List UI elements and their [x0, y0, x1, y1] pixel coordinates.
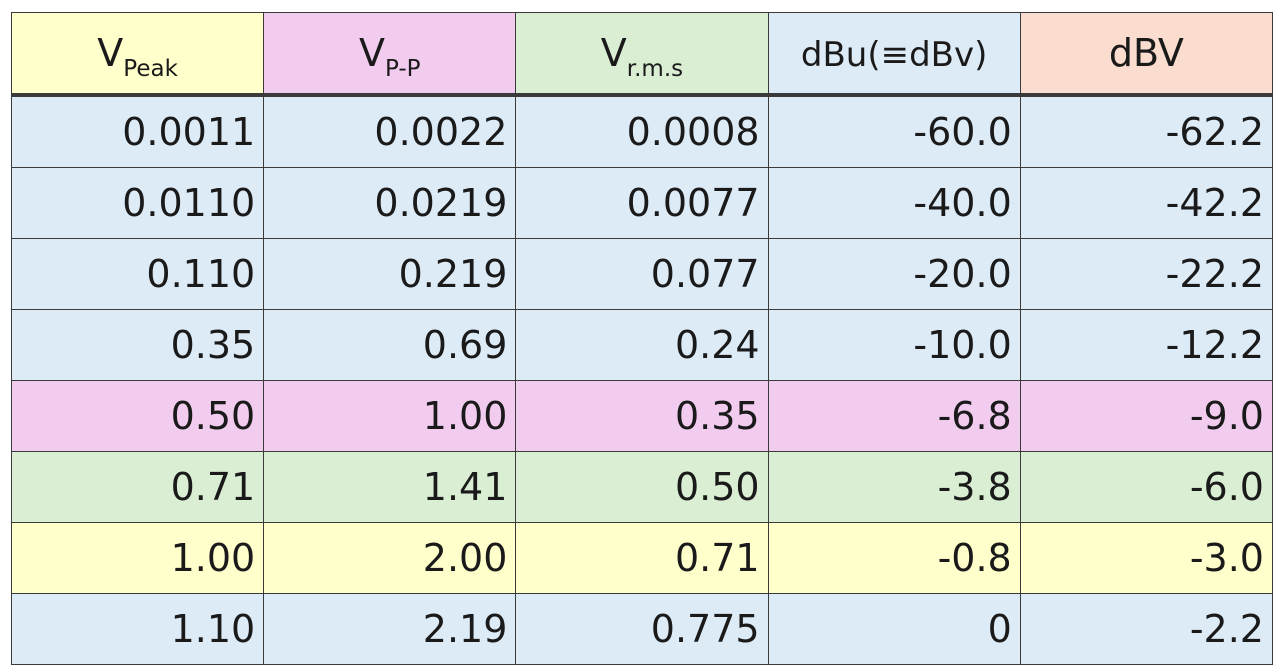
cell-v-pp: 0.0219 [263, 167, 517, 239]
table-row: 0.50 1.00 0.35 -6.8 -9.0 [10, 380, 1274, 452]
cell-v-rms: 0.50 [515, 451, 769, 523]
cell-v-rms: 0.077 [515, 238, 769, 310]
cell-dbv: -42.2 [1019, 167, 1274, 239]
header-dbu-main: dBu(≡dBv) [800, 35, 988, 75]
header-row: VPeak VP-P Vr.m.s dBu(≡dBv) dBV [10, 12, 1274, 97]
cell-v-rms: 0.24 [515, 309, 769, 381]
cell-dbu: -0.8 [767, 522, 1021, 594]
cell-v-rms: 0.35 [515, 380, 769, 452]
cell-v-rms: 0.71 [515, 522, 769, 594]
cell-dbu: -40.0 [767, 167, 1021, 239]
table-row: 0.0011 0.0022 0.0008 -60.0 -62.2 [10, 94, 1274, 168]
cell-dbv: -12.2 [1019, 309, 1274, 381]
cell-v-pp: 2.00 [263, 522, 517, 594]
header-v-pp-main: V [359, 31, 385, 75]
cell-dbv: -22.2 [1019, 238, 1274, 310]
cell-v-pp: 1.41 [263, 451, 517, 523]
cell-v-peak: 0.0011 [10, 94, 265, 168]
header-v-rms-sub: r.m.s [626, 56, 684, 82]
header-dbu: dBu(≡dBv) [767, 12, 1021, 97]
voltage-conversion-table-wrap: VPeak VP-P Vr.m.s dBu(≡dBv) dBV 0.0011 0.… [10, 12, 1274, 665]
cell-v-peak: 0.71 [10, 451, 265, 523]
header-v-peak-sub: Peak [123, 56, 178, 82]
cell-dbu: -3.8 [767, 451, 1021, 523]
header-v-pp-sub: P-P [385, 56, 421, 82]
cell-v-peak: 0.35 [10, 309, 265, 381]
table-row: 0.35 0.69 0.24 -10.0 -12.2 [10, 309, 1274, 381]
cell-dbu: -6.8 [767, 380, 1021, 452]
cell-v-rms: 0.775 [515, 593, 769, 665]
header-v-rms: Vr.m.s [515, 12, 769, 97]
cell-v-pp: 0.219 [263, 238, 517, 310]
cell-v-rms: 0.0008 [515, 94, 769, 168]
cell-dbv: -2.2 [1019, 593, 1274, 665]
cell-dbv: -6.0 [1019, 451, 1274, 523]
table-row: 0.71 1.41 0.50 -3.8 -6.0 [10, 451, 1274, 523]
table-row: 1.10 2.19 0.775 0 -2.2 [10, 593, 1274, 665]
cell-dbv: -9.0 [1019, 380, 1274, 452]
cell-v-peak: 0.110 [10, 238, 265, 310]
cell-v-peak: 1.00 [10, 522, 265, 594]
voltage-conversion-table: VPeak VP-P Vr.m.s dBu(≡dBv) dBV 0.0011 0.… [10, 12, 1274, 665]
table-row: 0.0110 0.0219 0.0077 -40.0 -42.2 [10, 167, 1274, 239]
header-v-peak-main: V [97, 31, 124, 75]
cell-v-peak: 0.0110 [10, 167, 265, 239]
cell-dbu: -60.0 [767, 94, 1021, 168]
header-v-rms-main: V [600, 31, 627, 75]
cell-v-peak: 0.50 [10, 380, 265, 452]
cell-dbu: -10.0 [767, 309, 1021, 381]
cell-dbv: -3.0 [1019, 522, 1274, 594]
cell-v-rms: 0.0077 [515, 167, 769, 239]
cell-v-peak: 1.10 [10, 593, 265, 665]
table-body: 0.0011 0.0022 0.0008 -60.0 -62.2 0.0110 0.0219… [10, 94, 1274, 665]
cell-v-pp: 1.00 [263, 380, 517, 452]
cell-dbv: -62.2 [1019, 94, 1274, 168]
cell-v-pp: 2.19 [263, 593, 517, 665]
header-dbv: dBV [1019, 12, 1274, 97]
cell-v-pp: 0.69 [263, 309, 517, 381]
header-v-peak: VPeak [10, 12, 265, 97]
header-v-pp: VP-P [263, 12, 517, 97]
cell-v-pp: 0.0022 [263, 94, 517, 168]
cell-dbu: 0 [767, 593, 1021, 665]
table-row: 1.00 2.00 0.71 -0.8 -3.0 [10, 522, 1274, 594]
table-row: 0.110 0.219 0.077 -20.0 -22.2 [10, 238, 1274, 310]
cell-dbu: -20.0 [767, 238, 1021, 310]
header-dbv-main: dBV [1108, 31, 1184, 75]
